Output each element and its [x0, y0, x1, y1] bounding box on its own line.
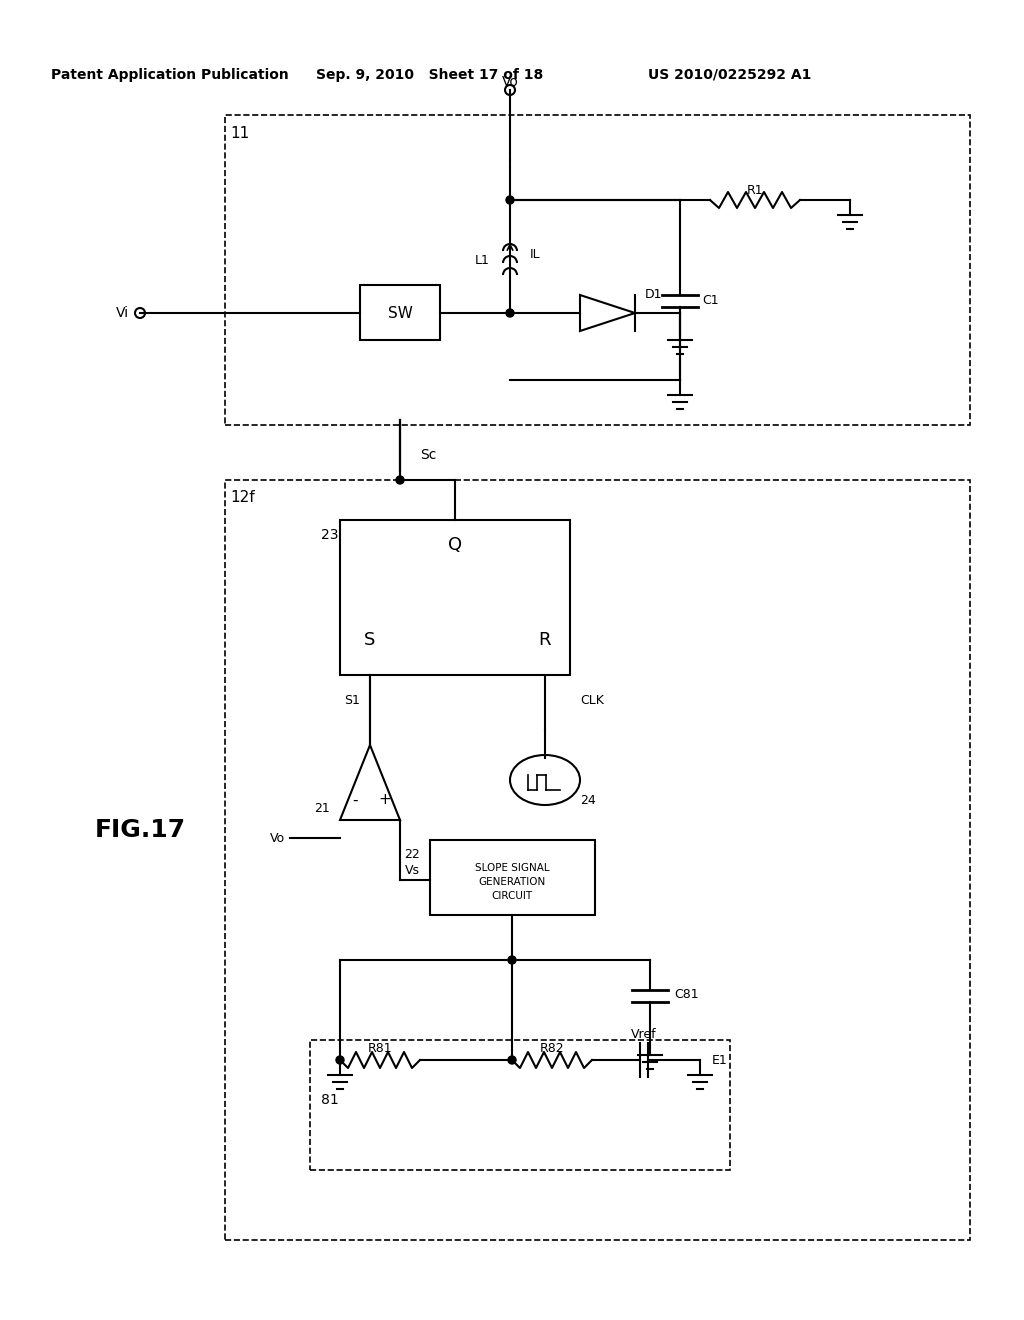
- Text: CIRCUIT: CIRCUIT: [492, 891, 532, 902]
- Bar: [225, 115, 970, 425]
- Text: GENERATION: GENERATION: [478, 876, 546, 887]
- Text: R: R: [539, 631, 551, 649]
- Text: C1: C1: [702, 293, 719, 306]
- Bar: [360, 285, 440, 341]
- Text: E1: E1: [712, 1053, 728, 1067]
- Circle shape: [506, 309, 514, 317]
- Text: R82: R82: [540, 1041, 564, 1055]
- Text: Vi: Vi: [116, 306, 129, 319]
- Text: +: +: [379, 792, 391, 808]
- Text: -: -: [352, 792, 357, 808]
- Text: 11: 11: [230, 125, 249, 140]
- Text: 23: 23: [321, 528, 338, 543]
- Text: Vo: Vo: [502, 75, 518, 88]
- Circle shape: [506, 195, 514, 205]
- Text: 12f: 12f: [230, 491, 255, 506]
- Text: SW: SW: [387, 305, 413, 321]
- Text: Vref: Vref: [631, 1028, 656, 1041]
- Text: SLOPE SIGNAL: SLOPE SIGNAL: [475, 863, 549, 873]
- Text: CLK: CLK: [580, 693, 604, 706]
- Circle shape: [508, 956, 516, 964]
- Text: Sc: Sc: [420, 447, 436, 462]
- Text: Vs: Vs: [406, 863, 420, 876]
- Text: Vo: Vo: [270, 832, 285, 845]
- Circle shape: [336, 1056, 344, 1064]
- Text: S1: S1: [344, 693, 360, 706]
- Text: Sep. 9, 2010   Sheet 17 of 18: Sep. 9, 2010 Sheet 17 of 18: [316, 69, 544, 82]
- Bar: [340, 520, 570, 675]
- Text: 81: 81: [322, 1093, 339, 1107]
- Text: Patent Application Publication: Patent Application Publication: [51, 69, 289, 82]
- Text: 22: 22: [404, 849, 420, 862]
- Bar: [225, 480, 970, 1239]
- Circle shape: [396, 477, 404, 484]
- Ellipse shape: [510, 755, 580, 805]
- Text: US 2010/0225292 A1: US 2010/0225292 A1: [648, 69, 812, 82]
- Text: D1: D1: [645, 289, 663, 301]
- Circle shape: [508, 1056, 516, 1064]
- Text: IL: IL: [530, 248, 541, 261]
- Text: L1: L1: [475, 253, 490, 267]
- Circle shape: [505, 84, 515, 95]
- Bar: [430, 840, 595, 915]
- Text: FIG.17: FIG.17: [94, 818, 185, 842]
- Text: 24: 24: [580, 793, 596, 807]
- Text: C81: C81: [674, 989, 698, 1002]
- Text: R1: R1: [746, 183, 763, 197]
- Circle shape: [135, 308, 145, 318]
- Text: 21: 21: [314, 801, 330, 814]
- Text: S: S: [365, 631, 376, 649]
- Text: R81: R81: [368, 1041, 392, 1055]
- Bar: [310, 1040, 730, 1170]
- Text: Q: Q: [447, 536, 462, 554]
